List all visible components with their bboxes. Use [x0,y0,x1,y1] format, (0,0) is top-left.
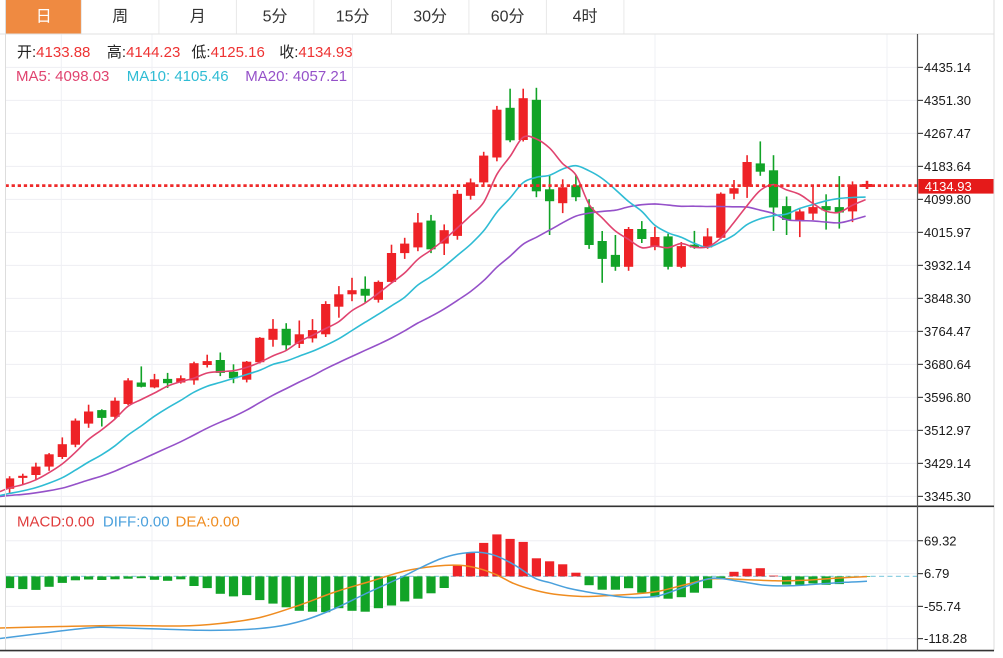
svg-text:3596.80: 3596.80 [924,390,971,405]
svg-text:6.79: 6.79 [924,566,949,581]
svg-text:3680.64: 3680.64 [924,357,971,372]
svg-text:高:4144.23: 高:4144.23 [107,44,180,61]
svg-text:4099.80: 4099.80 [924,192,971,207]
svg-text:低:4125.16: 低:4125.16 [191,44,264,61]
svg-text:MA10: 4105.46: MA10: 4105.46 [127,68,229,85]
svg-text:MA20: 4057.21: MA20: 4057.21 [245,68,347,85]
svg-text:开:4133.88: 开:4133.88 [17,44,90,61]
svg-text:4134.93: 4134.93 [925,179,972,194]
svg-text:3764.47: 3764.47 [924,324,971,339]
svg-text:3429.14: 3429.14 [924,456,971,471]
svg-text:3345.30: 3345.30 [924,489,971,504]
svg-text:月: 月 [190,9,206,26]
svg-text:日: 日 [36,9,52,26]
svg-text:4183.64: 4183.64 [924,159,971,174]
svg-text:周: 周 [112,9,128,26]
svg-text:MACD:0.00: MACD:0.00 [17,514,95,531]
svg-text:15分: 15分 [336,8,370,26]
svg-text:4435.14: 4435.14 [924,60,971,75]
svg-text:69.32: 69.32 [924,533,957,548]
svg-text:3848.30: 3848.30 [924,291,971,306]
svg-text:DEA:0.00: DEA:0.00 [176,514,240,531]
svg-text:4267.47: 4267.47 [924,126,971,141]
svg-text:3512.97: 3512.97 [924,423,971,438]
svg-text:MA5: 4098.03: MA5: 4098.03 [16,68,109,85]
svg-text:60分: 60分 [491,8,525,26]
svg-text:4015.97: 4015.97 [924,225,971,240]
svg-text:DIFF:0.00: DIFF:0.00 [103,514,170,531]
svg-text:3932.14: 3932.14 [924,258,971,273]
svg-text:30分: 30分 [413,8,447,26]
svg-text:4时: 4时 [573,8,598,26]
svg-text:4351.30: 4351.30 [924,93,971,108]
svg-text:-118.28: -118.28 [924,631,967,646]
svg-text:收:4134.93: 收:4134.93 [279,44,352,61]
svg-text:5分: 5分 [263,8,288,26]
svg-text:-55.74: -55.74 [924,599,961,614]
